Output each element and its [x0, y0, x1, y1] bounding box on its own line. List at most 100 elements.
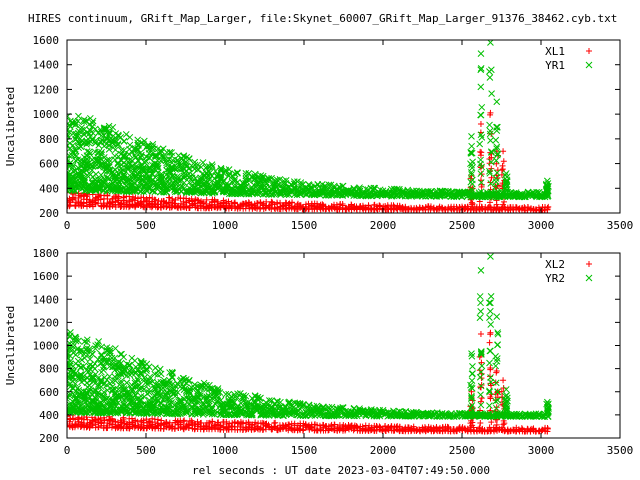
- point-XL2: [194, 418, 201, 425]
- point-YR2: [228, 402, 235, 410]
- point-YR1: [72, 133, 80, 140]
- y-tick-label: 1400: [33, 59, 60, 72]
- point-YR1: [370, 186, 378, 194]
- point-XL2: [71, 421, 78, 428]
- point-YR2: [137, 396, 145, 403]
- point-XL1: [214, 205, 221, 212]
- spike-point-YR1: [493, 145, 500, 153]
- point-XL1: [214, 198, 221, 205]
- point-XL2: [387, 424, 394, 431]
- point-YR2: [91, 365, 99, 373]
- point-YR1: [95, 141, 103, 149]
- point-YR1: [233, 169, 241, 177]
- spike-point-XL2: [500, 385, 507, 392]
- point-YR1: [94, 176, 102, 183]
- point-XL1: [91, 199, 98, 206]
- point-XL2: [390, 427, 397, 434]
- spike-point-XL2: [499, 424, 506, 431]
- point-YR2: [120, 353, 128, 361]
- point-XL1: [186, 204, 193, 211]
- point-YR2: [120, 385, 128, 392]
- point-YR1: [177, 160, 185, 168]
- point-YR2: [67, 395, 70, 403]
- point-YR2: [231, 398, 238, 406]
- point-XL1: [274, 200, 281, 207]
- spike-point-YR1: [468, 164, 476, 172]
- point-YR2: [118, 350, 125, 358]
- y-tick-label: 400: [39, 182, 59, 195]
- point-YR1: [180, 179, 188, 187]
- bottom-panel: 0 500 1000 1500 2000 2500 3000 3500200400600800…: [4, 247, 633, 457]
- point-XL1: [69, 196, 76, 203]
- point-YR2: [95, 338, 103, 345]
- point-YR2: [106, 347, 114, 355]
- point-YR2: [333, 412, 340, 419]
- point-XL1: [231, 199, 238, 206]
- point-YR1: [203, 179, 211, 187]
- point-YR2: [373, 410, 381, 418]
- point-YR1: [171, 188, 179, 196]
- point-YR2: [108, 363, 116, 371]
- spike-point-XL2: [487, 365, 494, 372]
- point-YR2: [174, 410, 181, 418]
- spike-point-YR1: [492, 178, 500, 186]
- spike-point-YR1: [477, 188, 485, 196]
- spike-point-YR1: [486, 167, 493, 175]
- spike-point-YR1: [492, 175, 500, 182]
- point-XL2: [120, 418, 127, 425]
- point-YR1: [148, 145, 156, 153]
- point-YR1: [67, 164, 70, 172]
- spike-point-YR1: [468, 149, 476, 157]
- point-YR2: [165, 403, 173, 411]
- point-XL2: [291, 420, 298, 427]
- point-YR2: [146, 373, 154, 381]
- spike-point-XL2: [488, 419, 495, 426]
- point-XL2: [177, 421, 184, 428]
- point-YR2: [134, 377, 142, 385]
- point-YR2: [88, 350, 96, 358]
- point-YR1: [262, 183, 270, 191]
- point-YR2: [214, 389, 222, 396]
- point-YR1: [140, 158, 148, 166]
- point-YR1: [242, 177, 250, 185]
- point-YR1: [89, 135, 96, 143]
- point-YR1: [103, 174, 111, 182]
- point-YR2: [146, 389, 153, 396]
- point-YR1: [126, 141, 134, 149]
- spike-point-XL1: [478, 163, 485, 170]
- point-XL2: [231, 423, 238, 430]
- point-YR2: [77, 371, 84, 378]
- spike-peak-YR1: [493, 98, 501, 106]
- point-YR2: [222, 390, 230, 398]
- point-XL1: [339, 201, 346, 208]
- point-YR1: [112, 172, 119, 180]
- y-tick-label: 800: [39, 133, 59, 146]
- spike-point-XL1: [500, 201, 507, 208]
- point-YR1: [106, 129, 113, 137]
- point-YR2: [156, 392, 164, 399]
- point-XL1: [104, 192, 111, 199]
- spike-point-YR1: [493, 123, 501, 131]
- point-YR2: [137, 383, 145, 391]
- legend-label: XL1: [545, 45, 565, 58]
- point-XL1: [203, 196, 210, 203]
- point-XL1: [544, 206, 551, 213]
- point-YR1: [71, 187, 79, 195]
- point-YR1: [120, 147, 128, 154]
- point-YR2: [109, 363, 117, 371]
- point-YR1: [100, 158, 107, 165]
- point-YR1: [154, 183, 162, 191]
- point-XL1: [137, 200, 144, 207]
- spike-peak-YR1: [468, 133, 475, 140]
- spike-point-YR1: [487, 137, 494, 144]
- point-YR1: [115, 132, 122, 140]
- point-XL2: [75, 414, 82, 421]
- point-YR1: [121, 152, 128, 160]
- spike-point-XL2: [477, 398, 484, 405]
- point-YR1: [112, 146, 119, 154]
- point-XL2: [109, 415, 116, 422]
- point-YR2: [117, 359, 125, 367]
- point-YR2: [100, 388, 108, 396]
- y-axis-label: Uncalibrated: [4, 87, 17, 166]
- point-YR2: [200, 401, 207, 409]
